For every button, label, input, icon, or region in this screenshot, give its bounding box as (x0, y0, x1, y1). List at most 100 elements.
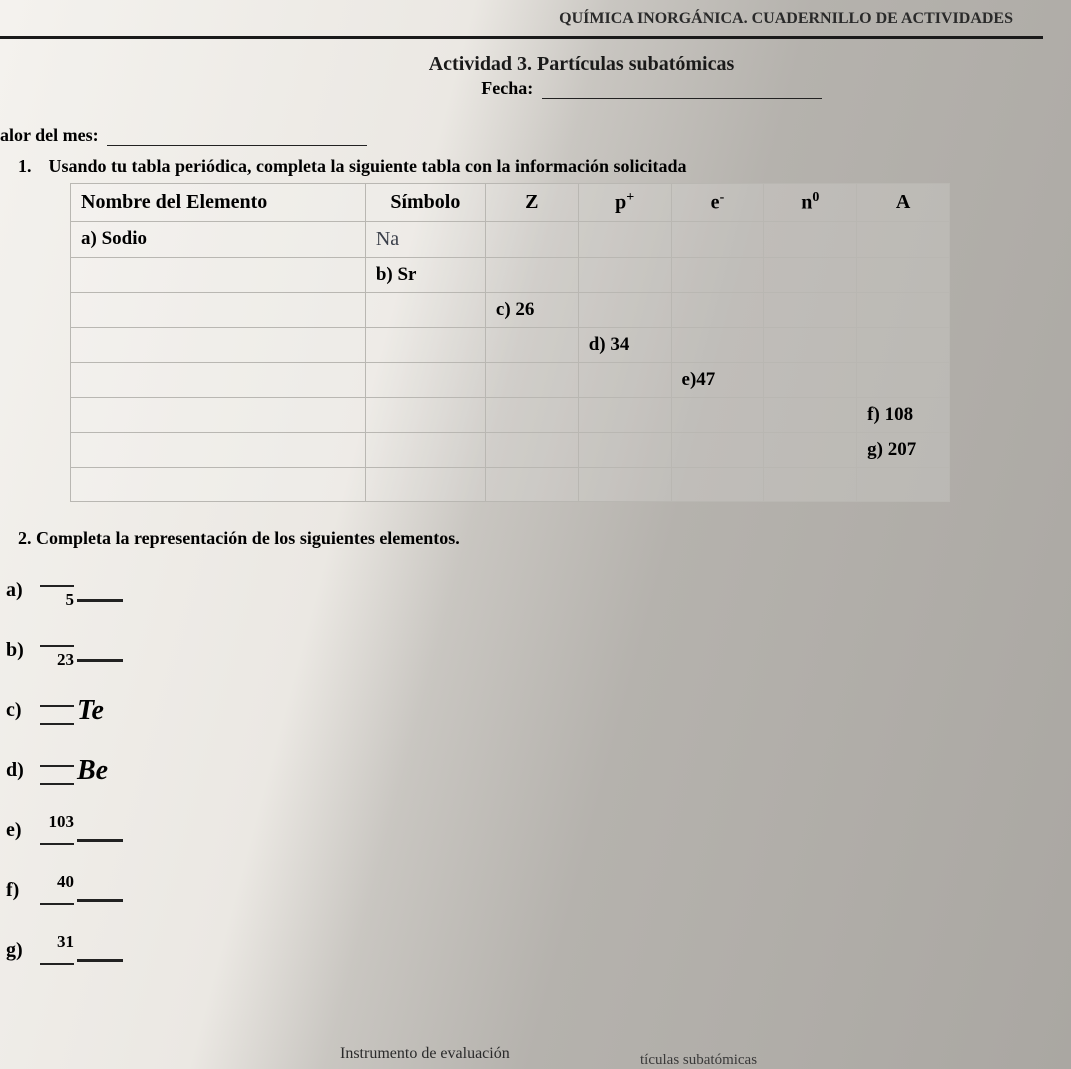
atomic-number[interactable] (40, 951, 74, 969)
cell-a[interactable] (857, 221, 950, 257)
cell-name[interactable] (71, 327, 366, 362)
notation-list: a)5b)23c)Ted)Bee)103f)40g)31 (6, 573, 1043, 969)
cell-e[interactable] (671, 292, 764, 327)
mass-number: 31 (40, 933, 74, 951)
col-a: A (857, 184, 950, 222)
elements-table: Nombre del Elemento Símbolo Z p+ e- n0 A… (70, 183, 950, 502)
cell-p[interactable] (578, 257, 671, 292)
cell-a[interactable] (857, 467, 950, 501)
cell-n[interactable] (764, 467, 857, 501)
q1-instruction: 1. Usando tu tabla periódica, completa l… (18, 156, 1043, 177)
atomic-number: 23 (40, 651, 74, 669)
cell-symbol[interactable] (365, 327, 485, 362)
atomic-number[interactable] (40, 711, 74, 729)
table-row: b) Sr (71, 257, 950, 292)
cell-name[interactable] (71, 362, 366, 397)
atomic-number[interactable] (40, 891, 74, 909)
cell-name[interactable] (71, 397, 366, 432)
cell-a[interactable] (857, 257, 950, 292)
col-n: n0 (764, 184, 857, 222)
cell-z[interactable] (485, 362, 578, 397)
cell-p[interactable] (578, 432, 671, 467)
cell-n[interactable] (764, 221, 857, 257)
cell-name[interactable] (71, 257, 366, 292)
activity-title: Actividad 3. Partículas subatómicas (120, 53, 1043, 76)
mass-number[interactable] (40, 753, 74, 771)
notation-item: c) Te (6, 693, 1043, 729)
table-body: a) Sodio Na b) Sr c) 26 (71, 221, 950, 501)
element-symbol[interactable] (77, 815, 123, 847)
cell-z[interactable] (485, 397, 578, 432)
cell-p[interactable] (578, 467, 671, 501)
mass-number[interactable] (40, 633, 74, 651)
cell-e[interactable] (671, 221, 764, 257)
mass-atomic-stack: 31 (40, 933, 74, 969)
cell-n[interactable] (764, 327, 857, 362)
col-z: Z (485, 184, 578, 222)
cell-z[interactable] (485, 327, 578, 362)
cell-name[interactable] (71, 467, 366, 501)
cell-a[interactable] (857, 327, 950, 362)
atomic-number[interactable] (40, 771, 74, 789)
mass-atomic-stack (40, 693, 74, 729)
col-name: Nombre del Elemento (71, 184, 366, 222)
cell-symbol[interactable]: Na (365, 221, 485, 257)
cell-symbol[interactable] (365, 397, 485, 432)
cell-p[interactable] (578, 221, 671, 257)
cell-p[interactable] (578, 362, 671, 397)
nuclide-notation: 103 (40, 813, 123, 849)
atomic-number: 5 (40, 591, 74, 609)
cell-e[interactable] (671, 467, 764, 501)
cell-name[interactable] (71, 292, 366, 327)
cell-n[interactable] (764, 362, 857, 397)
item-letter: a) (6, 579, 40, 602)
cell-name[interactable] (71, 432, 366, 467)
cell-symbol[interactable] (365, 432, 485, 467)
element-symbol[interactable] (77, 635, 123, 667)
nuclide-notation: Be (40, 753, 117, 789)
valor-row: alor del mes: (0, 125, 1043, 146)
element-symbol[interactable] (77, 935, 123, 967)
cell-e[interactable] (671, 397, 764, 432)
cell-a[interactable] (857, 292, 950, 327)
item-letter: c) (6, 699, 40, 722)
cell-n[interactable] (764, 432, 857, 467)
cell-n[interactable] (764, 397, 857, 432)
cell-n[interactable] (764, 292, 857, 327)
mass-atomic-stack: 103 (40, 813, 74, 849)
cell-symbol[interactable] (365, 292, 485, 327)
table-row: a) Sodio Na (71, 221, 950, 257)
fecha-blank[interactable] (542, 98, 822, 99)
element-symbol[interactable] (77, 575, 123, 607)
notation-item: f)40 (6, 873, 1043, 909)
mass-number: 40 (40, 873, 74, 891)
mass-number[interactable] (40, 693, 74, 711)
notation-item: a)5 (6, 573, 1043, 609)
cell-z[interactable] (485, 257, 578, 292)
notation-item: g)31 (6, 933, 1043, 969)
cell-a[interactable] (857, 362, 950, 397)
mass-number[interactable] (40, 573, 74, 591)
element-symbol[interactable] (77, 875, 123, 907)
cell-symbol[interactable] (365, 467, 485, 501)
cell-z[interactable] (485, 432, 578, 467)
footer-line2: tículas subatómicas (640, 1052, 757, 1069)
atomic-number[interactable] (40, 831, 74, 849)
notation-item: d)Be (6, 753, 1043, 789)
mass-atomic-stack: 40 (40, 873, 74, 909)
cell-e[interactable] (671, 327, 764, 362)
cell-name: a) Sodio (71, 221, 366, 257)
cell-e[interactable] (671, 257, 764, 292)
valor-label: alor del mes: (0, 125, 99, 145)
nuclide-notation: 40 (40, 873, 123, 909)
footer-line1: Instrumento de evaluación (340, 1045, 510, 1063)
cell-symbol[interactable] (365, 362, 485, 397)
cell-e[interactable] (671, 432, 764, 467)
cell-p[interactable] (578, 397, 671, 432)
element-symbol: Te (77, 695, 117, 727)
cell-z[interactable] (485, 467, 578, 501)
cell-p[interactable] (578, 292, 671, 327)
cell-n[interactable] (764, 257, 857, 292)
valor-blank[interactable] (107, 145, 367, 146)
cell-z[interactable] (485, 221, 578, 257)
